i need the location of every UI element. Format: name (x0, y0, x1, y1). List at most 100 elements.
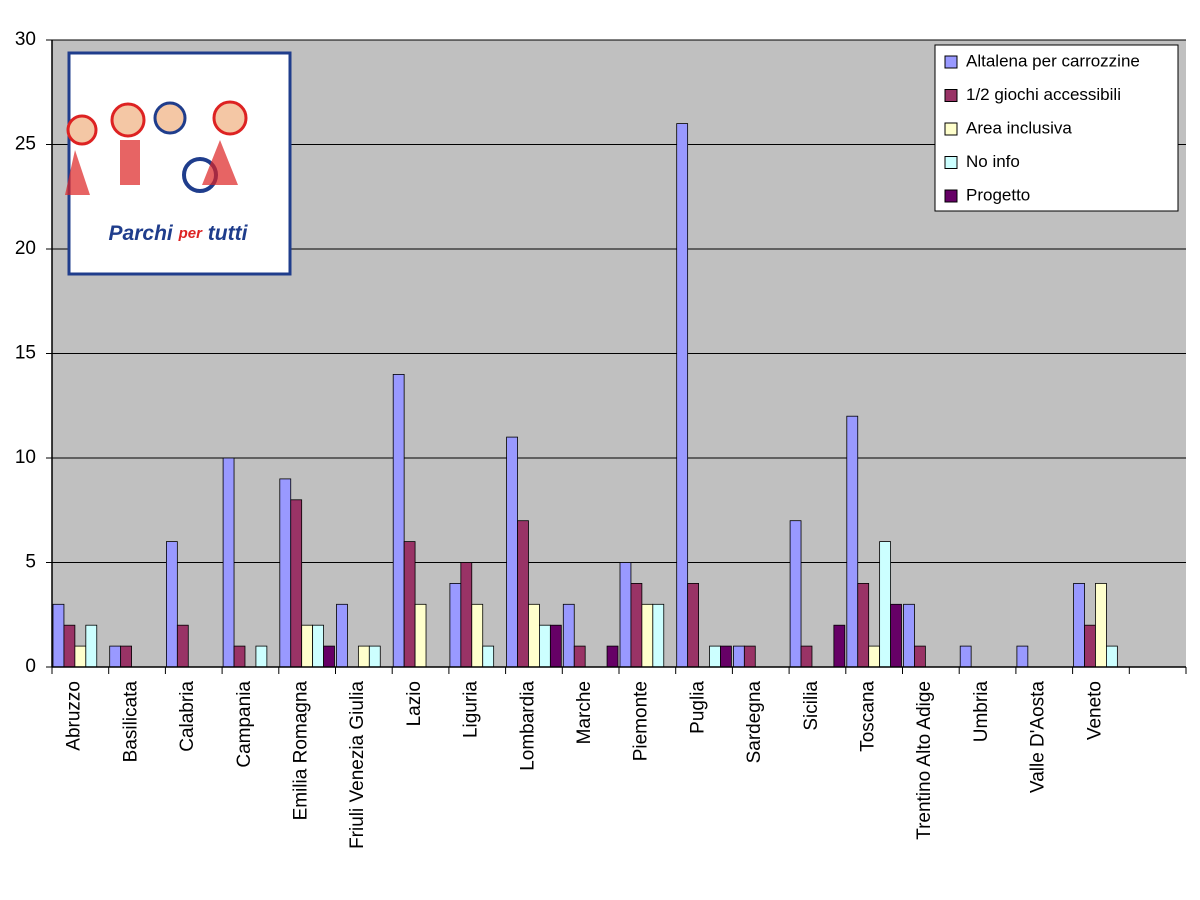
bar (109, 645, 122, 668)
bar (255, 645, 268, 668)
bar (914, 645, 926, 668)
y-tick-label: 15 (15, 343, 36, 364)
bar (233, 645, 246, 668)
x-tick-label: Puglia (687, 681, 708, 734)
legend-label: Area inclusiva (966, 118, 1072, 137)
logo-word: per (178, 225, 204, 242)
logo: Parchi per tutti (65, 51, 292, 276)
bar (549, 624, 562, 668)
bar (619, 562, 632, 668)
y-tick-label: 20 (15, 238, 36, 259)
x-tick-label: Emilia Romagna (290, 681, 311, 821)
bar (539, 624, 551, 668)
bar (279, 478, 292, 668)
x-tick-label: Friuli Venezia Giulia (347, 681, 368, 849)
bar (460, 562, 473, 668)
logo-word: tutti (208, 222, 249, 245)
legend-swatch (944, 55, 958, 69)
logo-figure (153, 101, 187, 135)
bar (709, 645, 721, 668)
bar (120, 645, 132, 668)
x-tick-label: Calabria (177, 681, 198, 752)
y-tick-label: 10 (15, 447, 36, 468)
bar (879, 541, 891, 668)
bar (652, 603, 665, 668)
bar (833, 624, 846, 668)
bar (857, 583, 870, 668)
bar (368, 645, 381, 668)
bar (85, 624, 98, 668)
bar (1016, 645, 1029, 668)
logo-figure (66, 114, 98, 146)
bar (1095, 583, 1107, 668)
bar (800, 645, 813, 668)
bar (1106, 645, 1118, 668)
bar (630, 583, 643, 668)
bars (52, 123, 1118, 668)
legend-swatch (944, 156, 958, 169)
x-tick-label: Toscana (857, 681, 878, 752)
x-tick-label: Sardegna (744, 681, 765, 764)
bar (312, 624, 324, 668)
bar (63, 624, 76, 668)
bar (676, 123, 689, 668)
logo-word: Parchi (109, 222, 174, 245)
bar (482, 645, 495, 668)
legend-label: Altalena per carrozzine (966, 51, 1140, 70)
bar (959, 645, 972, 668)
logo-figure (110, 102, 146, 138)
x-tick-label: Trentino Alto Adige (914, 681, 935, 840)
bar (528, 603, 540, 668)
legend-swatch (944, 89, 958, 102)
bar (641, 603, 654, 668)
bar (301, 624, 314, 668)
legend-label: Progetto (966, 185, 1030, 204)
x-tick-label: Veneto (1084, 681, 1105, 740)
bar (743, 645, 756, 668)
logo-figure (212, 100, 248, 136)
bar (392, 373, 405, 668)
bar (403, 541, 416, 668)
bar (562, 603, 575, 668)
bar (74, 645, 87, 668)
bar (720, 645, 732, 668)
logo-text: Parchi per tutti (109, 222, 249, 245)
bar (357, 645, 370, 668)
bar (517, 520, 529, 668)
legend-label: 1/2 giochi accessibili (966, 85, 1121, 104)
bar (471, 603, 484, 668)
y-tick-label: 0 (25, 656, 36, 677)
logo-frame (67, 51, 292, 276)
bar (1084, 624, 1096, 668)
x-tick-label: Campania (234, 681, 255, 768)
x-tick-label: Valle D'Aosta (1028, 681, 1049, 793)
bar (52, 603, 65, 668)
legend-label: No info (966, 152, 1020, 171)
bar (903, 603, 915, 668)
bar (687, 583, 699, 668)
x-tick-label: Abruzzo (64, 681, 85, 751)
bar (414, 603, 427, 668)
bar (573, 645, 586, 668)
x-tick-label: Lombardia (517, 681, 538, 771)
bar (606, 645, 619, 668)
legend: Altalena per carrozzine 1/2 giochi access… (934, 44, 1179, 212)
bar (789, 520, 802, 668)
bar (846, 415, 859, 668)
y-tick-label: 5 (25, 552, 36, 573)
bar (222, 457, 235, 668)
bar (1073, 583, 1085, 668)
y-tick-label: 25 (15, 134, 36, 155)
x-tick-label: Sicilia (801, 681, 822, 731)
x-tick-label: Marche (574, 681, 595, 744)
bar (323, 645, 335, 668)
bar (733, 645, 745, 668)
bar (336, 603, 348, 668)
x-tick-label: Liguria (461, 681, 482, 738)
legend-swatch (944, 122, 958, 136)
bar (449, 583, 462, 668)
logo-body (65, 140, 238, 195)
y-tick-label: 30 (15, 29, 36, 50)
bar (290, 499, 303, 668)
